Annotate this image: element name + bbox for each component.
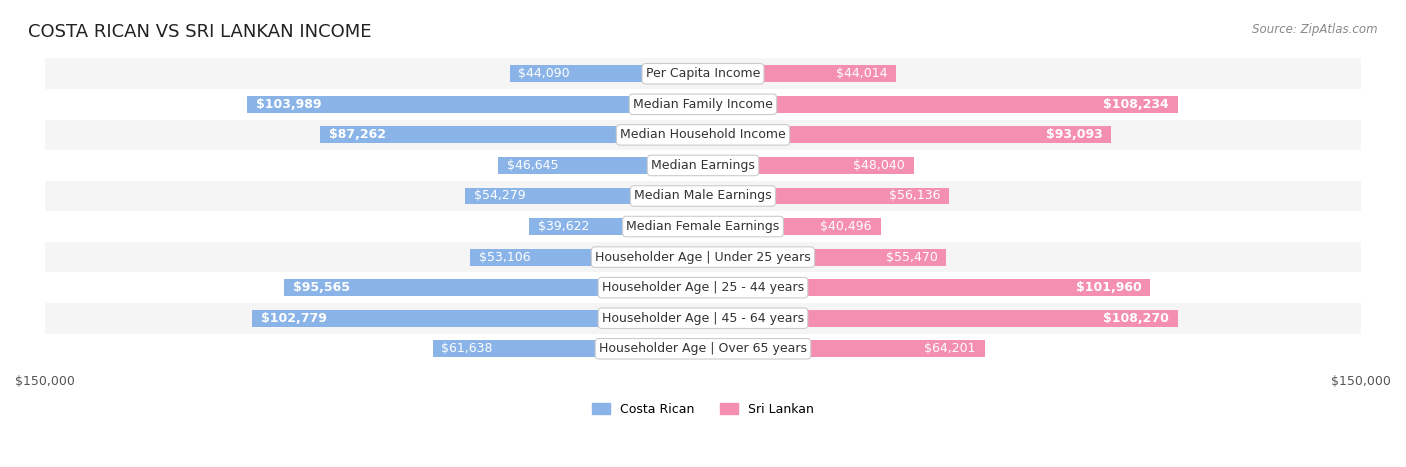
Bar xyxy=(45,303,1361,333)
Bar xyxy=(45,89,1361,120)
Text: $87,262: $87,262 xyxy=(329,128,387,142)
Bar xyxy=(703,340,984,357)
Bar xyxy=(247,96,703,113)
Text: $53,106: $53,106 xyxy=(479,251,530,263)
Bar xyxy=(498,157,703,174)
Text: $61,638: $61,638 xyxy=(441,342,494,355)
Bar xyxy=(703,65,896,82)
Bar xyxy=(321,127,703,143)
Text: $101,960: $101,960 xyxy=(1076,281,1142,294)
Text: Median Earnings: Median Earnings xyxy=(651,159,755,172)
Bar xyxy=(509,65,703,82)
Text: Source: ZipAtlas.com: Source: ZipAtlas.com xyxy=(1253,23,1378,36)
Text: $55,470: $55,470 xyxy=(886,251,938,263)
Text: $48,040: $48,040 xyxy=(853,159,905,172)
Bar xyxy=(529,218,703,235)
Bar xyxy=(703,249,946,266)
Bar xyxy=(433,340,703,357)
Bar xyxy=(703,188,949,205)
Bar xyxy=(284,279,703,296)
Text: $56,136: $56,136 xyxy=(889,190,941,203)
Bar xyxy=(45,242,1361,272)
Bar xyxy=(45,333,1361,364)
Text: $46,645: $46,645 xyxy=(508,159,558,172)
Bar xyxy=(703,96,1178,113)
Bar xyxy=(703,218,880,235)
Bar xyxy=(465,188,703,205)
Text: $54,279: $54,279 xyxy=(474,190,526,203)
Bar xyxy=(703,127,1111,143)
Text: $44,090: $44,090 xyxy=(519,67,569,80)
Text: $108,270: $108,270 xyxy=(1104,312,1170,325)
Text: Householder Age | 45 - 64 years: Householder Age | 45 - 64 years xyxy=(602,312,804,325)
Text: $64,201: $64,201 xyxy=(924,342,976,355)
Legend: Costa Rican, Sri Lankan: Costa Rican, Sri Lankan xyxy=(586,398,820,421)
Bar xyxy=(703,310,1178,326)
Bar xyxy=(45,58,1361,89)
Bar xyxy=(45,120,1361,150)
Bar xyxy=(45,211,1361,242)
Bar xyxy=(470,249,703,266)
Bar xyxy=(703,157,914,174)
Text: $44,014: $44,014 xyxy=(835,67,887,80)
Bar xyxy=(45,181,1361,211)
Bar xyxy=(703,279,1150,296)
Text: Median Family Income: Median Family Income xyxy=(633,98,773,111)
Text: Median Female Earnings: Median Female Earnings xyxy=(627,220,779,233)
Bar xyxy=(45,150,1361,181)
Text: COSTA RICAN VS SRI LANKAN INCOME: COSTA RICAN VS SRI LANKAN INCOME xyxy=(28,23,371,42)
Text: Householder Age | 25 - 44 years: Householder Age | 25 - 44 years xyxy=(602,281,804,294)
Bar xyxy=(252,310,703,326)
Text: Median Household Income: Median Household Income xyxy=(620,128,786,142)
Text: Median Male Earnings: Median Male Earnings xyxy=(634,190,772,203)
Text: $102,779: $102,779 xyxy=(262,312,326,325)
Text: Householder Age | Over 65 years: Householder Age | Over 65 years xyxy=(599,342,807,355)
Text: $40,496: $40,496 xyxy=(820,220,872,233)
Text: $103,989: $103,989 xyxy=(256,98,321,111)
Text: $93,093: $93,093 xyxy=(1046,128,1102,142)
Text: Per Capita Income: Per Capita Income xyxy=(645,67,761,80)
Bar xyxy=(45,272,1361,303)
Text: $108,234: $108,234 xyxy=(1104,98,1168,111)
Text: $95,565: $95,565 xyxy=(292,281,350,294)
Text: $39,622: $39,622 xyxy=(538,220,589,233)
Text: Householder Age | Under 25 years: Householder Age | Under 25 years xyxy=(595,251,811,263)
